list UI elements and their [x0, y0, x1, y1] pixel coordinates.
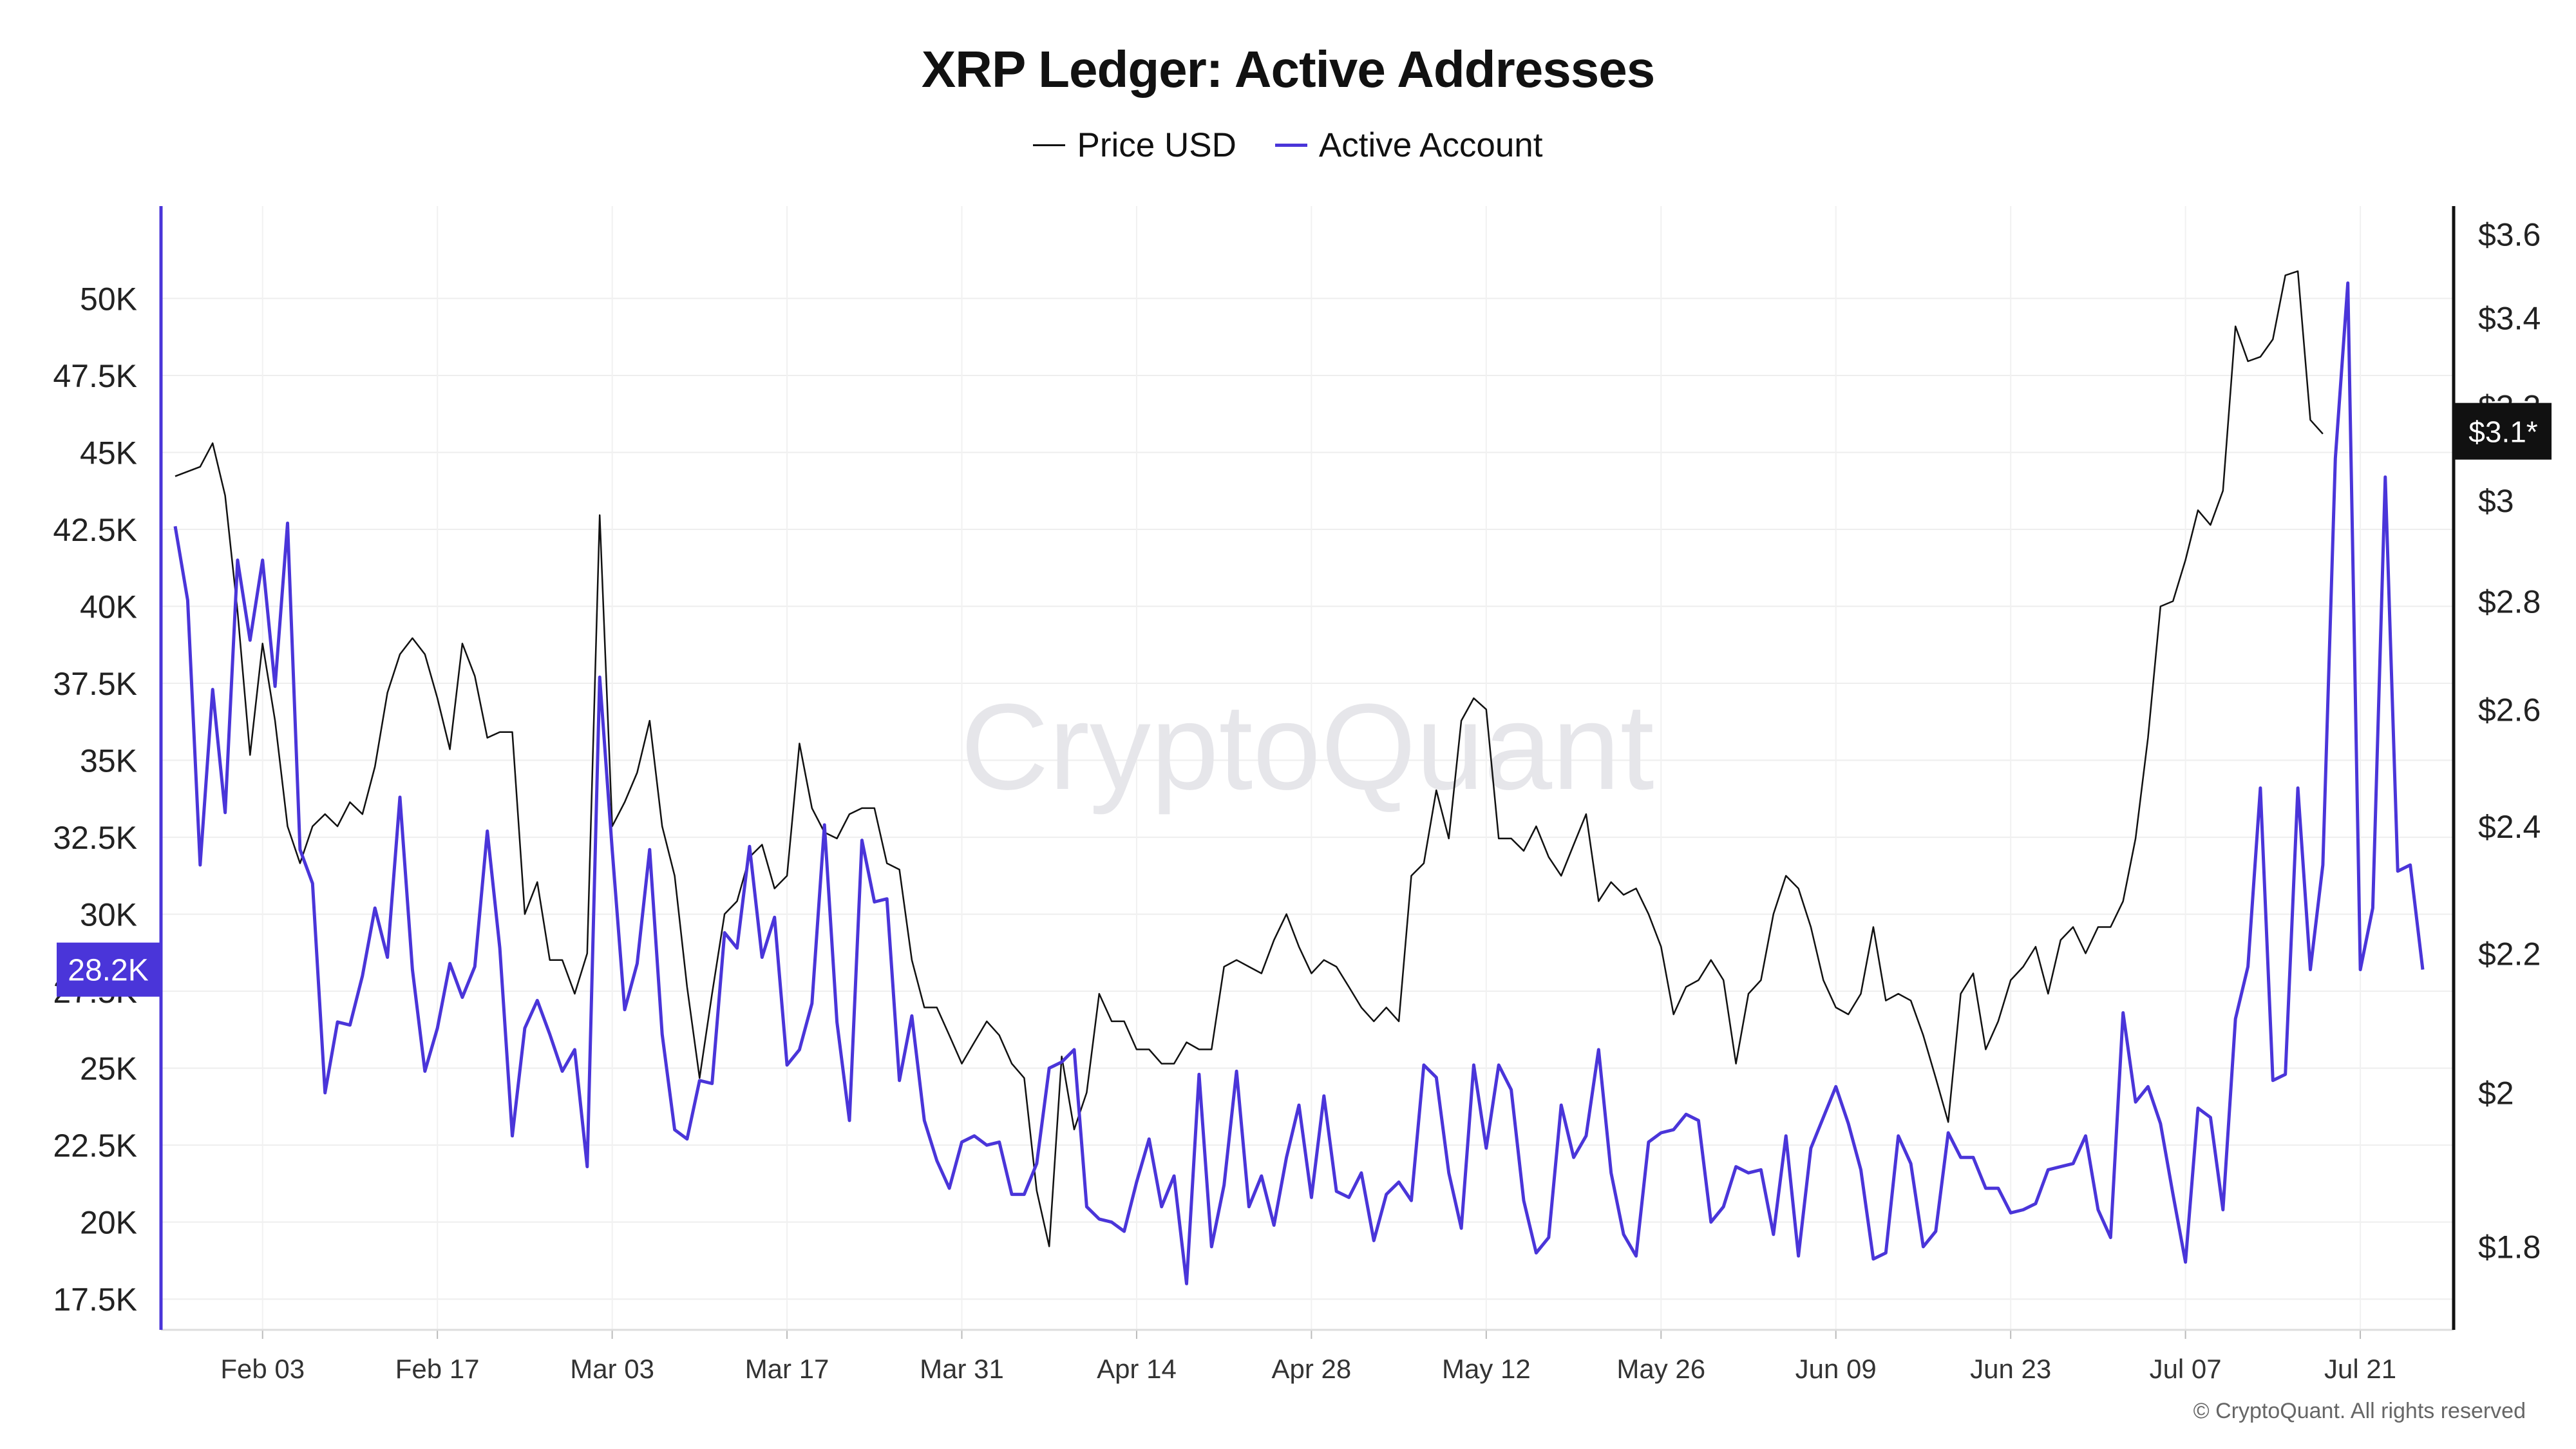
- current-value-badges: 28.2K $3.1*: [57, 402, 2552, 997]
- series-line-active-account: [173, 281, 2425, 1285]
- x-tick-label: Jul 07: [2150, 1354, 2222, 1384]
- y-left-tick-label: 50K: [80, 281, 137, 317]
- legend-label-active-account: Active Account: [1318, 126, 1543, 164]
- y-right-tick-label: $2: [2478, 1075, 2514, 1111]
- x-tick-label: Feb 17: [395, 1354, 480, 1384]
- x-tick-label: Jul 21: [2324, 1354, 2396, 1384]
- chart-title: XRP Ledger: Active Addresses: [921, 41, 1655, 98]
- x-tick-label: Apr 28: [1272, 1354, 1352, 1384]
- legend-swatch-price: [1033, 144, 1066, 146]
- y-left-tick-label: 40K: [80, 589, 137, 625]
- x-tick-label: Feb 03: [220, 1354, 305, 1384]
- x-tick-label: Mar 31: [920, 1354, 1004, 1384]
- y-right-tick-label: $2.6: [2478, 692, 2541, 728]
- y-right-tick-label: $2.8: [2478, 584, 2541, 620]
- watermark: CryptoQuant: [960, 679, 1654, 815]
- y-right-tick-label: $3.6: [2478, 217, 2541, 253]
- series-line-price-usd: [175, 270, 2324, 1247]
- copyright-notice: © CryptoQuant. All rights reserved: [2193, 1399, 2526, 1423]
- y-right-tick-label: $1.8: [2478, 1229, 2541, 1265]
- grid-lines: [161, 206, 2454, 1330]
- legend: Price USD Active Account: [0, 126, 2576, 165]
- series-lines: [173, 270, 2425, 1285]
- x-tick-label: Jun 09: [1795, 1354, 1877, 1384]
- legend-item-active-account[interactable]: Active Account: [1274, 126, 1543, 165]
- badge-left-value: 28.2K: [68, 954, 148, 988]
- x-tick-label: Jun 23: [1970, 1354, 2051, 1384]
- y-right-tick-label: $2.2: [2478, 936, 2541, 972]
- y-left-tick-label: 45K: [80, 435, 137, 471]
- y-left-tick-label: 42.5K: [53, 512, 137, 548]
- y-left-tick-label: 22.5K: [53, 1128, 137, 1164]
- badge-right-value: $3.1*: [2468, 415, 2538, 449]
- legend-swatch-active-account: [1274, 144, 1307, 147]
- y-left-tick-label: 35K: [80, 743, 137, 779]
- badge-left-bg: [57, 942, 160, 997]
- y-left-tick-label: 25K: [80, 1051, 137, 1087]
- y-left-tick-label: 32.5K: [53, 820, 137, 856]
- y-right-tick-label: $2.4: [2478, 809, 2541, 845]
- legend-item-price[interactable]: Price USD: [1033, 126, 1236, 165]
- y-left-tick-label: 37.5K: [53, 666, 137, 702]
- y-left-tick-label: 20K: [80, 1205, 137, 1241]
- badge-right-bg: [2455, 402, 2552, 460]
- axes: 17.5K20K22.5K25K27.5K30K32.5K35K37.5K40K…: [53, 206, 2541, 1384]
- x-tick-label: May 12: [1442, 1354, 1531, 1384]
- y-left-tick-label: 47.5K: [53, 358, 137, 394]
- legend-label-price: Price USD: [1077, 126, 1236, 164]
- x-tick-label: Mar 03: [570, 1354, 654, 1384]
- y-left-tick-label: 30K: [80, 897, 137, 933]
- y-left-tick-label: 17.5K: [53, 1282, 137, 1318]
- y-right-tick-label: $3.4: [2478, 300, 2541, 336]
- x-tick-label: May 26: [1616, 1354, 1705, 1384]
- y-right-tick-label: $3: [2478, 483, 2514, 519]
- x-tick-label: Apr 14: [1097, 1354, 1177, 1384]
- x-tick-label: Mar 17: [745, 1354, 829, 1384]
